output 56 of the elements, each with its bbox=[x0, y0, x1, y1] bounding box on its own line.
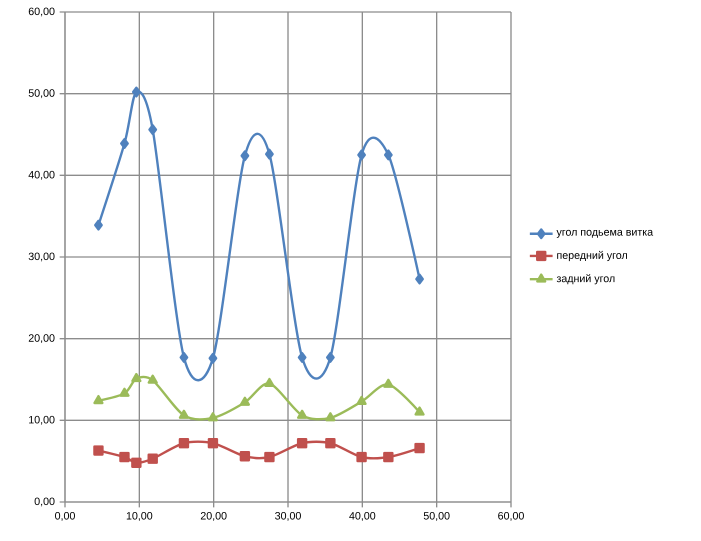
x-tick-label: 40,00 bbox=[349, 512, 376, 521]
x-tick-label: 10,00 bbox=[126, 512, 152, 521]
point bbox=[240, 451, 250, 462]
point bbox=[326, 352, 335, 363]
point bbox=[415, 274, 424, 285]
point bbox=[296, 410, 308, 419]
point bbox=[180, 352, 188, 363]
x-tick-label: 50,00 bbox=[424, 512, 450, 521]
point bbox=[93, 394, 104, 404]
point bbox=[414, 406, 425, 416]
point bbox=[119, 452, 130, 462]
x-tick-label: 20,00 bbox=[200, 512, 227, 521]
point bbox=[208, 352, 218, 364]
y-tick-label: 50,00 bbox=[28, 89, 55, 98]
y-tick-label: 30,00 bbox=[28, 252, 55, 262]
point bbox=[148, 124, 158, 136]
point bbox=[132, 86, 141, 98]
x-tick-label: 60,00 bbox=[498, 512, 524, 521]
point bbox=[383, 378, 394, 388]
point bbox=[264, 452, 275, 462]
point bbox=[93, 445, 104, 456]
point bbox=[414, 442, 425, 454]
legend-label: задний угол bbox=[556, 274, 614, 284]
point bbox=[240, 150, 250, 162]
point bbox=[298, 352, 307, 363]
point bbox=[178, 438, 190, 448]
point bbox=[148, 454, 158, 464]
point bbox=[264, 378, 275, 388]
point bbox=[384, 149, 393, 160]
point bbox=[208, 438, 218, 448]
point bbox=[119, 388, 130, 397]
x-tick-label: 30,00 bbox=[275, 512, 301, 521]
y-tick-label: 40,00 bbox=[28, 170, 55, 180]
point bbox=[357, 149, 366, 160]
y-tick-label: 60,00 bbox=[28, 8, 55, 16]
point bbox=[240, 396, 250, 406]
point bbox=[131, 458, 142, 468]
y-tick-label: 20,00 bbox=[28, 334, 55, 344]
point bbox=[356, 396, 367, 406]
point bbox=[208, 412, 218, 422]
point bbox=[325, 438, 336, 448]
point bbox=[120, 138, 129, 149]
point bbox=[148, 374, 158, 384]
x-tick-label: 0,00 bbox=[55, 512, 75, 521]
legend-label: угол подьема витка bbox=[556, 230, 654, 238]
y-tick-label: 0,00 bbox=[34, 498, 55, 506]
point bbox=[325, 412, 336, 422]
point bbox=[94, 220, 103, 231]
y-tick-label: 10,00 bbox=[29, 416, 55, 425]
point bbox=[265, 148, 274, 160]
point bbox=[178, 410, 190, 419]
legend-label: передний угол bbox=[557, 250, 627, 262]
point bbox=[356, 452, 367, 462]
point bbox=[131, 372, 142, 382]
point bbox=[296, 438, 308, 448]
point bbox=[383, 452, 394, 462]
